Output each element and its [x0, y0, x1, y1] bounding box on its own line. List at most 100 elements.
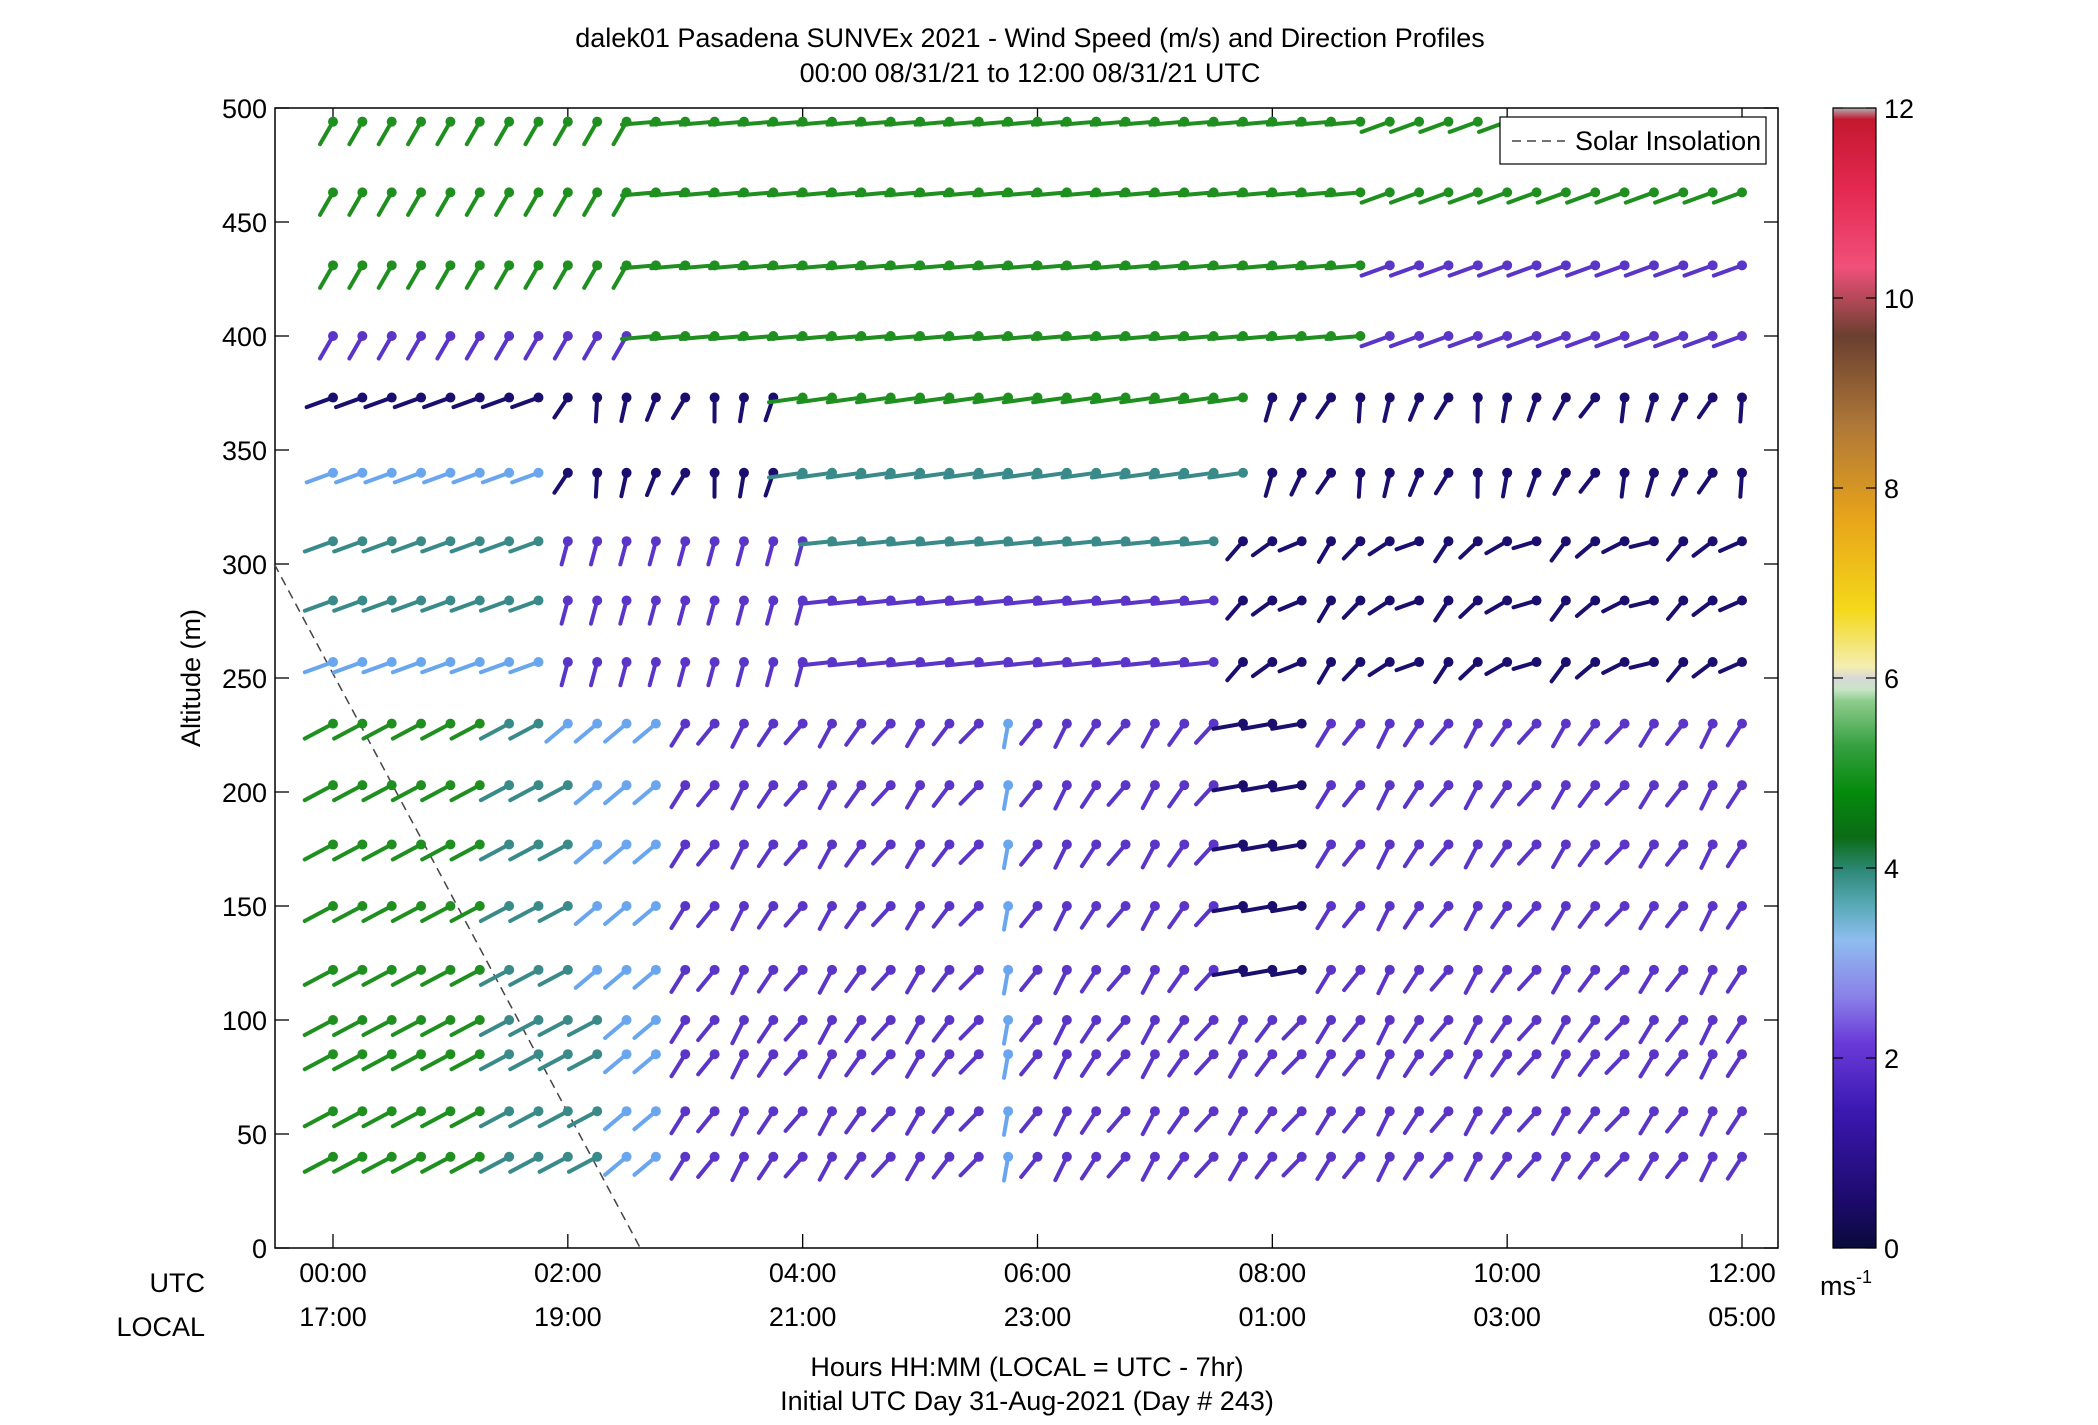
barb-shaft: [944, 660, 981, 668]
barb-shaft: [1388, 190, 1422, 205]
barb-dot: [885, 718, 896, 729]
barb-shaft: [508, 539, 541, 554]
barb-shaft: [537, 783, 570, 803]
barb-dot: [386, 1049, 397, 1060]
barb-dot: [1619, 964, 1630, 975]
barb-dot: [709, 839, 720, 850]
barb-dot: [1384, 595, 1395, 606]
barb-dot: [386, 260, 397, 271]
barb-shaft: [1295, 119, 1334, 127]
barb-shaft: [1121, 660, 1157, 668]
barb-shaft: [1506, 263, 1539, 278]
barb-shaft: [884, 334, 923, 341]
barb-dot: [1472, 1049, 1483, 1060]
barb-dot: [592, 260, 603, 271]
barb-dot: [1590, 595, 1601, 606]
barb-dot: [827, 901, 838, 911]
barb-shaft: [1270, 721, 1304, 731]
barb-dot: [474, 901, 485, 911]
barb-dot: [533, 657, 544, 668]
legend-label: Solar Insolation: [1575, 126, 1761, 156]
barb-dot: [709, 1106, 720, 1117]
barb-dot: [1678, 187, 1689, 198]
barb-shaft: [737, 190, 776, 198]
barb-shaft: [302, 1018, 335, 1038]
barb-dot: [474, 964, 485, 975]
barb-dot: [1560, 657, 1571, 668]
barb-dot: [1296, 1106, 1307, 1117]
barb-dot: [504, 187, 515, 198]
barb-dot: [1179, 1106, 1190, 1117]
barb-dot: [533, 1151, 544, 1162]
barb-dot: [592, 1049, 603, 1060]
barb-dot: [1678, 392, 1689, 403]
barb-dot: [709, 392, 720, 403]
barb-dot: [357, 467, 368, 478]
barb-dot: [1296, 718, 1307, 729]
barb-dot: [944, 964, 955, 975]
barb-shaft: [1148, 119, 1187, 127]
barb-dot: [915, 901, 926, 911]
barb-dot: [1531, 1049, 1542, 1060]
barb-dot: [1531, 392, 1542, 403]
barb-dot: [1531, 964, 1542, 975]
barb-dot: [1003, 901, 1014, 911]
x-tick-label-utc: 10:00: [1473, 1258, 1541, 1288]
barb-shaft: [678, 190, 717, 198]
barb-dot: [416, 901, 427, 911]
barb-dot: [680, 964, 691, 975]
barb-dot: [328, 392, 338, 403]
barb-dot: [1091, 1015, 1102, 1025]
barb-shaft: [1121, 539, 1157, 547]
barb-dot: [445, 260, 456, 271]
colorbar-tick-label: 0: [1884, 1234, 1899, 1264]
barb-shaft: [1240, 721, 1275, 731]
barb-dot: [1443, 1015, 1454, 1025]
barb-dot: [1237, 1106, 1248, 1117]
barb-dot: [738, 718, 749, 729]
barb-dot: [1560, 467, 1571, 478]
barb-shaft: [420, 1018, 453, 1038]
barb-dot: [504, 467, 515, 478]
barb-shaft: [537, 1154, 570, 1174]
barb-dot: [1707, 1106, 1718, 1117]
barb-dot: [1032, 1151, 1043, 1162]
barb-dot: [973, 1015, 984, 1025]
barb-dot: [328, 467, 338, 478]
barb-shaft: [1711, 190, 1744, 205]
barb-shaft: [566, 1052, 600, 1072]
barb-dot: [1326, 1151, 1337, 1162]
barb-dot: [1208, 780, 1219, 791]
barb-dot: [856, 1049, 867, 1060]
barb-shaft: [449, 1109, 482, 1129]
barb-dot: [1472, 964, 1483, 975]
barb-dot: [1003, 1015, 1014, 1025]
barb-shaft: [1062, 598, 1099, 606]
barb-dot: [474, 187, 485, 198]
barb-dot: [1648, 1049, 1659, 1060]
barb-shaft: [913, 395, 952, 405]
barb-dot: [1707, 780, 1718, 791]
barb-shaft: [1324, 190, 1363, 198]
barb-dot: [1707, 839, 1718, 850]
barb-shaft: [1148, 190, 1187, 198]
barb-dot: [1179, 1049, 1190, 1060]
barb-shaft: [390, 967, 424, 987]
barb-shaft: [1418, 190, 1451, 205]
barb-shaft: [390, 1018, 424, 1038]
barb-shaft: [1506, 334, 1539, 349]
barb-dot: [1560, 901, 1571, 911]
barb-shaft: [1265, 119, 1304, 127]
barb-shaft: [1653, 190, 1686, 205]
barb-dot: [1531, 536, 1542, 547]
barb-dot: [1502, 595, 1513, 606]
barb-shaft: [1240, 783, 1275, 793]
barb-shaft: [1265, 334, 1304, 341]
barb-dot: [1737, 901, 1747, 911]
barb-dot: [1648, 392, 1659, 403]
barb-dot: [416, 780, 427, 791]
barb-dot: [680, 718, 691, 729]
barb-dot: [328, 187, 338, 198]
barb-dot: [1149, 1049, 1160, 1060]
barb-shaft: [1211, 721, 1245, 731]
